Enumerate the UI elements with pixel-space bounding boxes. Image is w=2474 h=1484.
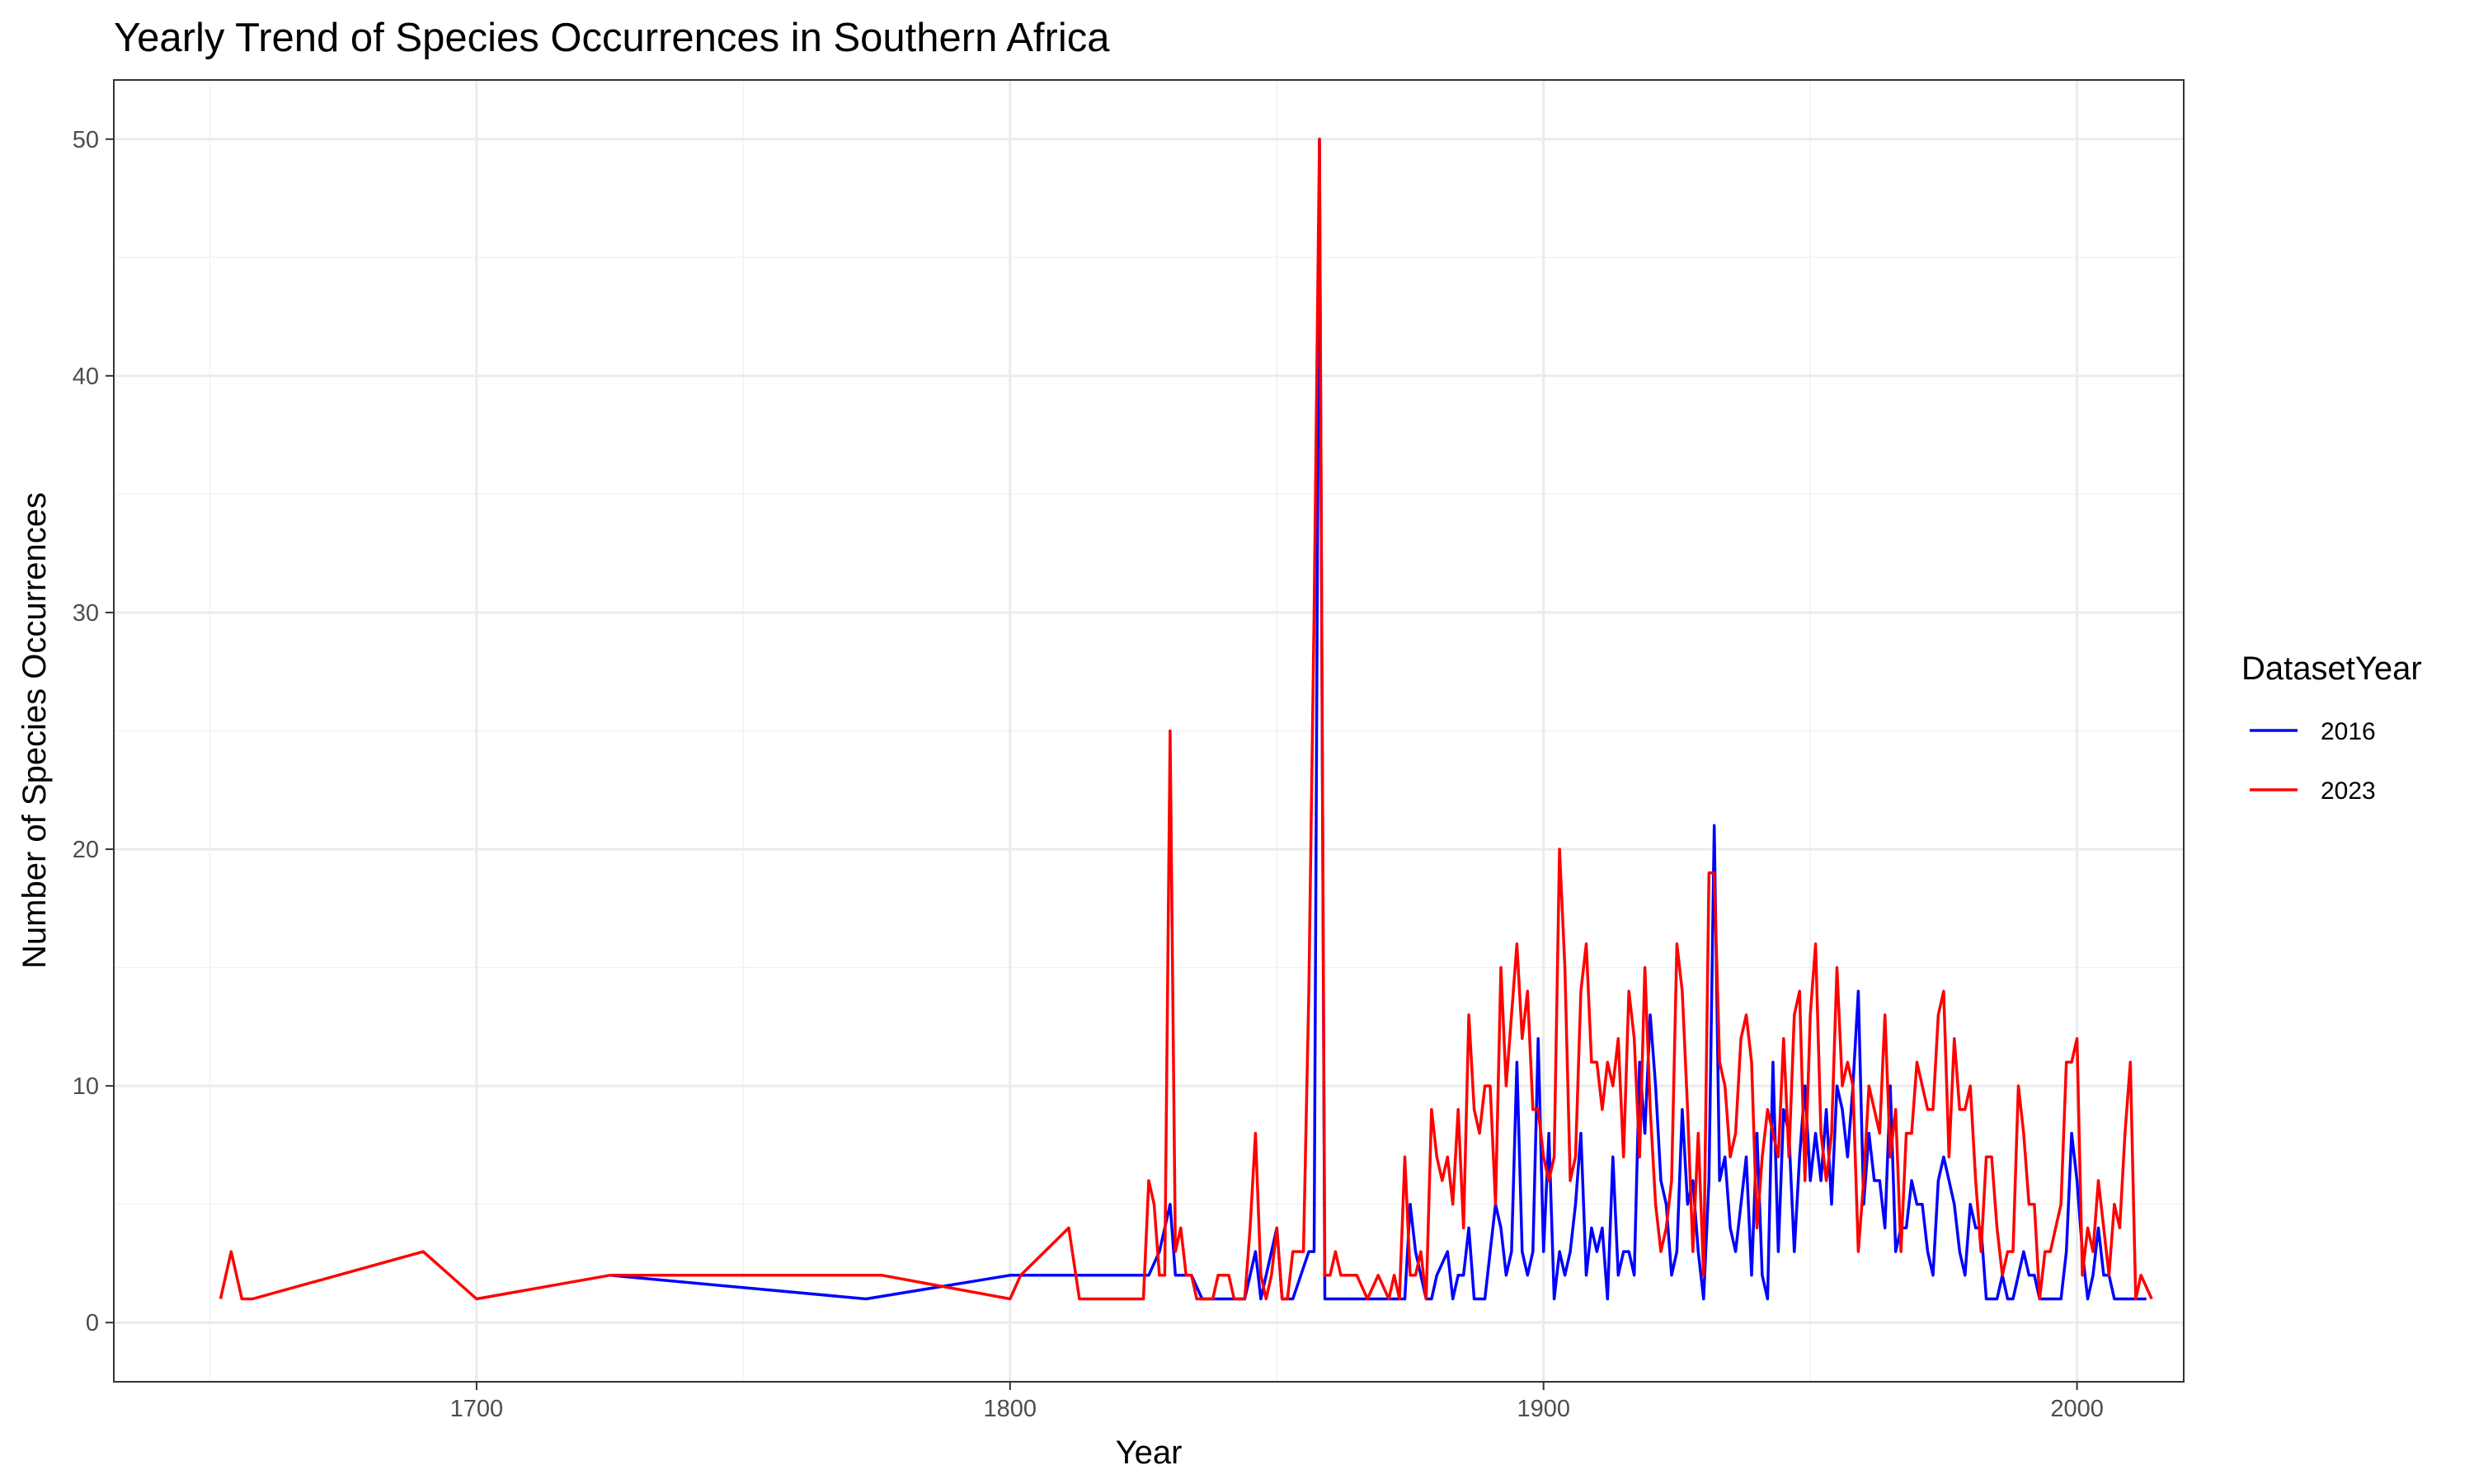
chart-title: Yearly Trend of Species Occurrences in S…	[114, 16, 1110, 60]
x-tick-label: 1900	[1517, 1396, 1570, 1422]
y-tick-label: 30	[73, 600, 99, 627]
y-tick-label: 20	[73, 837, 99, 863]
legend-label-2016: 2016	[2321, 718, 2376, 745]
legend: DatasetYear 2016 2023	[2241, 650, 2422, 805]
y-axis: 0 10 20 30 40 50	[73, 127, 114, 1336]
legend-label-2023: 2023	[2321, 777, 2376, 805]
series-line-2016	[609, 138, 2147, 1301]
legend-title: DatasetYear	[2241, 650, 2422, 687]
x-tick-label: 1700	[450, 1396, 504, 1422]
x-axis-title: Year	[1116, 1435, 1183, 1471]
y-tick-label: 40	[73, 364, 99, 390]
y-tick-label: 0	[86, 1310, 99, 1336]
y-tick-label: 50	[73, 127, 99, 153]
major-grid	[114, 80, 2184, 1382]
x-tick-label: 2000	[2050, 1396, 2104, 1422]
plot-border	[113, 79, 2185, 1383]
series-line-2023	[219, 138, 2153, 1301]
minor-grid	[114, 80, 2184, 1382]
y-axis-title: Number of Species Occurrences	[16, 492, 53, 969]
y-tick-label: 10	[73, 1073, 99, 1100]
x-tick-label: 1800	[984, 1396, 1037, 1422]
x-axis: 1700 1800 1900 2000	[450, 1382, 2104, 1422]
series-layer	[219, 138, 2153, 1301]
